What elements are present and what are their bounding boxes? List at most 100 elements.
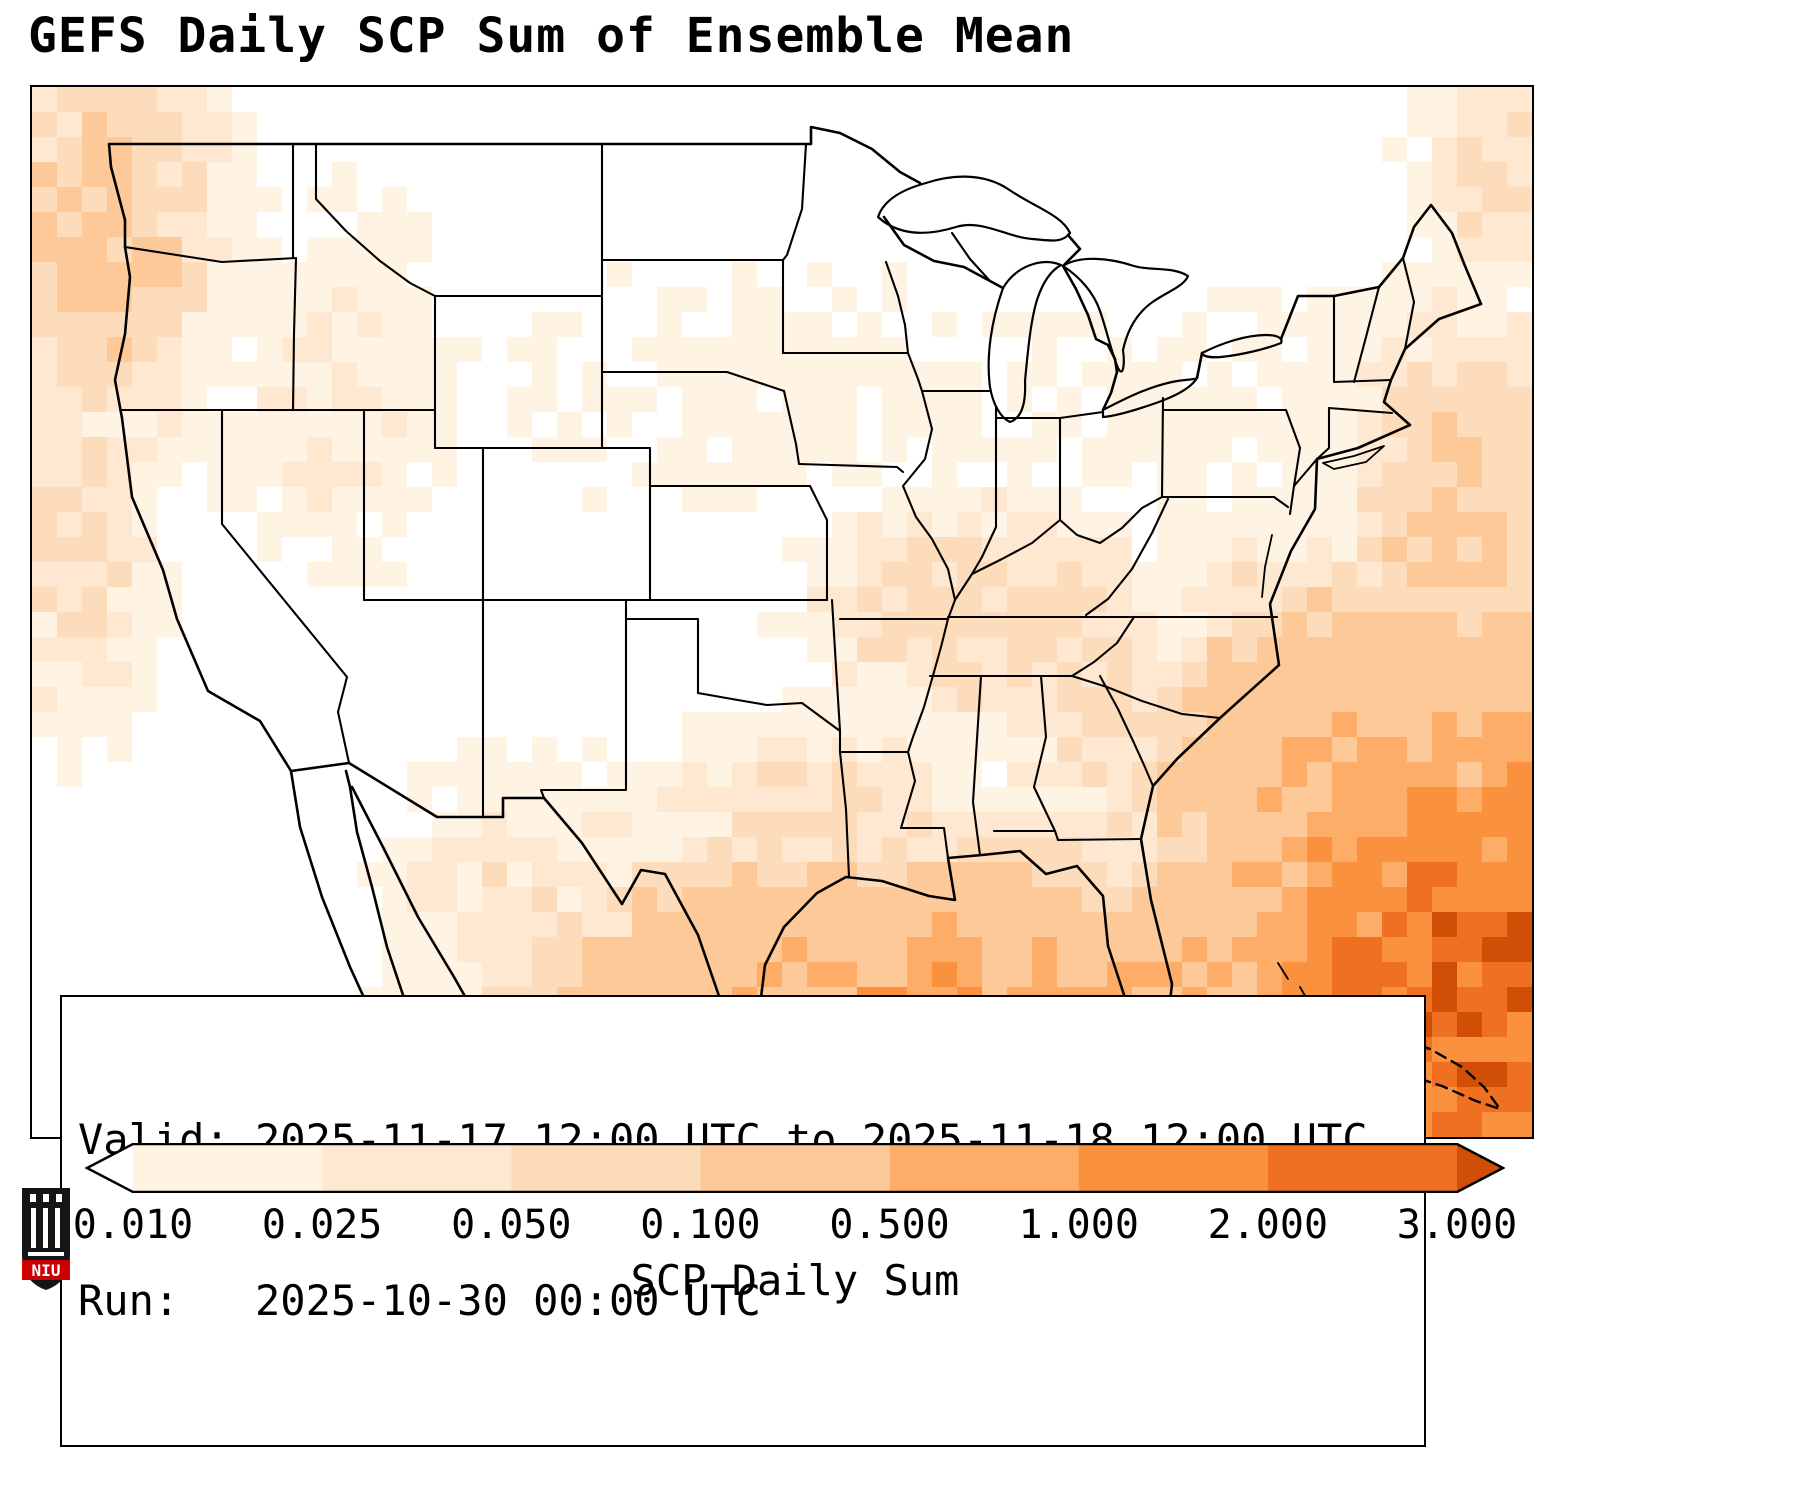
colorbar	[85, 1143, 1505, 1193]
heatmap-cell	[507, 887, 532, 912]
heatmap-cell	[1282, 537, 1307, 562]
heatmap-cell	[1432, 512, 1457, 537]
state-borders	[1292, 457, 1319, 488]
heatmap-cell	[1407, 887, 1432, 912]
heatmap-cell	[1482, 837, 1507, 862]
heatmap-cell	[332, 287, 357, 312]
heatmap-cell	[682, 462, 707, 487]
heatmap-cell	[1107, 537, 1132, 562]
state-borders	[808, 484, 829, 602]
heatmap-cell	[1457, 562, 1482, 587]
heatmap-cell	[732, 387, 757, 412]
heatmap-cell	[1507, 512, 1532, 537]
heatmap-cell	[1057, 662, 1082, 687]
state-borders	[797, 462, 905, 474]
heatmap-cell	[32, 237, 57, 262]
heatmap-cell	[1432, 487, 1457, 512]
heatmap-cell	[1507, 437, 1532, 462]
heatmap-cell	[282, 512, 307, 537]
heatmap-cell	[1282, 437, 1307, 462]
heatmap-cell	[1432, 262, 1457, 287]
heatmap-cell	[1232, 712, 1257, 737]
heatmap-cell	[107, 537, 132, 562]
colorbar-segment	[133, 1144, 323, 1192]
heatmap-cell	[1407, 662, 1432, 687]
heatmap-cell	[32, 437, 57, 462]
state-borders	[1098, 674, 1155, 788]
heatmap-cell	[457, 912, 482, 937]
heatmap-cell	[1007, 812, 1032, 837]
heatmap-cell	[232, 212, 257, 237]
heatmap-cell	[1382, 462, 1407, 487]
heatmap-cell	[407, 887, 432, 912]
heatmap-cell	[1457, 762, 1482, 787]
heatmap-cell	[1382, 437, 1407, 462]
heatmap-cell	[1232, 787, 1257, 812]
heatmap-cell	[1032, 412, 1057, 437]
heatmap-cell	[607, 412, 632, 437]
heatmap-cell	[832, 712, 857, 737]
heatmap-cell	[1157, 612, 1182, 637]
heatmap-cell	[582, 937, 607, 962]
heatmap-cell	[1332, 762, 1357, 787]
heatmap-cell	[457, 887, 482, 912]
heatmap-cell	[932, 787, 957, 812]
heatmap-cell	[532, 887, 557, 912]
heatmap-cell	[1407, 962, 1432, 987]
heatmap-cell	[1232, 562, 1257, 587]
heatmap-cell	[1057, 612, 1082, 637]
heatmap-cell	[882, 662, 907, 687]
heatmap-cell	[107, 662, 132, 687]
heatmap-cell	[1257, 712, 1282, 737]
heatmap-cell	[807, 362, 832, 387]
heatmap-cell	[1482, 937, 1507, 962]
heatmap-cell	[1232, 937, 1257, 962]
heatmap-cell	[1182, 637, 1207, 662]
heatmap-cell	[1407, 462, 1432, 487]
colorbar-segment	[700, 1144, 891, 1192]
heatmap-cell	[1132, 662, 1157, 687]
heatmap-cell	[1457, 587, 1482, 612]
heatmap-cell	[1282, 862, 1307, 887]
heatmap-cell	[582, 387, 607, 412]
heatmap-cell	[407, 337, 432, 362]
heatmap-cell	[1382, 587, 1407, 612]
heatmap-cell	[1507, 837, 1532, 862]
heatmap-cell	[907, 662, 932, 687]
heatmap-cell	[1482, 612, 1507, 637]
heatmap-cell	[732, 337, 757, 362]
heatmap-cell	[1382, 537, 1407, 562]
heatmap-cell	[1232, 912, 1257, 937]
heatmap-cell	[1282, 837, 1307, 862]
heatmap-cell	[557, 912, 582, 937]
heatmap-cell	[132, 612, 157, 637]
heatmap-cell	[332, 487, 357, 512]
heatmap-cell	[832, 537, 857, 562]
heatmap-cell	[157, 462, 182, 487]
michigan-east-coast	[1061, 264, 1119, 374]
heatmap-cell	[1432, 612, 1457, 637]
state-borders	[696, 691, 842, 733]
heatmap-cell	[1432, 1062, 1457, 1087]
heatmap-cell	[757, 712, 782, 737]
heatmap-cell	[1282, 912, 1307, 937]
heatmap-cell	[232, 187, 257, 212]
heatmap-cell	[1232, 537, 1257, 562]
heatmap-cell	[382, 562, 407, 587]
heatmap-cell	[532, 962, 557, 987]
heatmap-cell	[1282, 762, 1307, 787]
heatmap-cell	[32, 537, 57, 562]
heatmap-cell	[132, 87, 157, 112]
heatmap-cell	[532, 387, 557, 412]
heatmap-cell	[1307, 812, 1332, 837]
heatmap-cell	[607, 862, 632, 887]
heatmap-cell	[132, 337, 157, 362]
heatmap-cell	[1182, 512, 1207, 537]
heatmap-cell	[1407, 437, 1432, 462]
heatmap-cell	[1282, 887, 1307, 912]
heatmap-cell	[1357, 612, 1382, 637]
heatmap-cell	[657, 312, 682, 337]
heatmap-cell	[1507, 312, 1532, 337]
heatmap-cell	[932, 912, 957, 937]
heatmap-cell	[1232, 762, 1257, 787]
